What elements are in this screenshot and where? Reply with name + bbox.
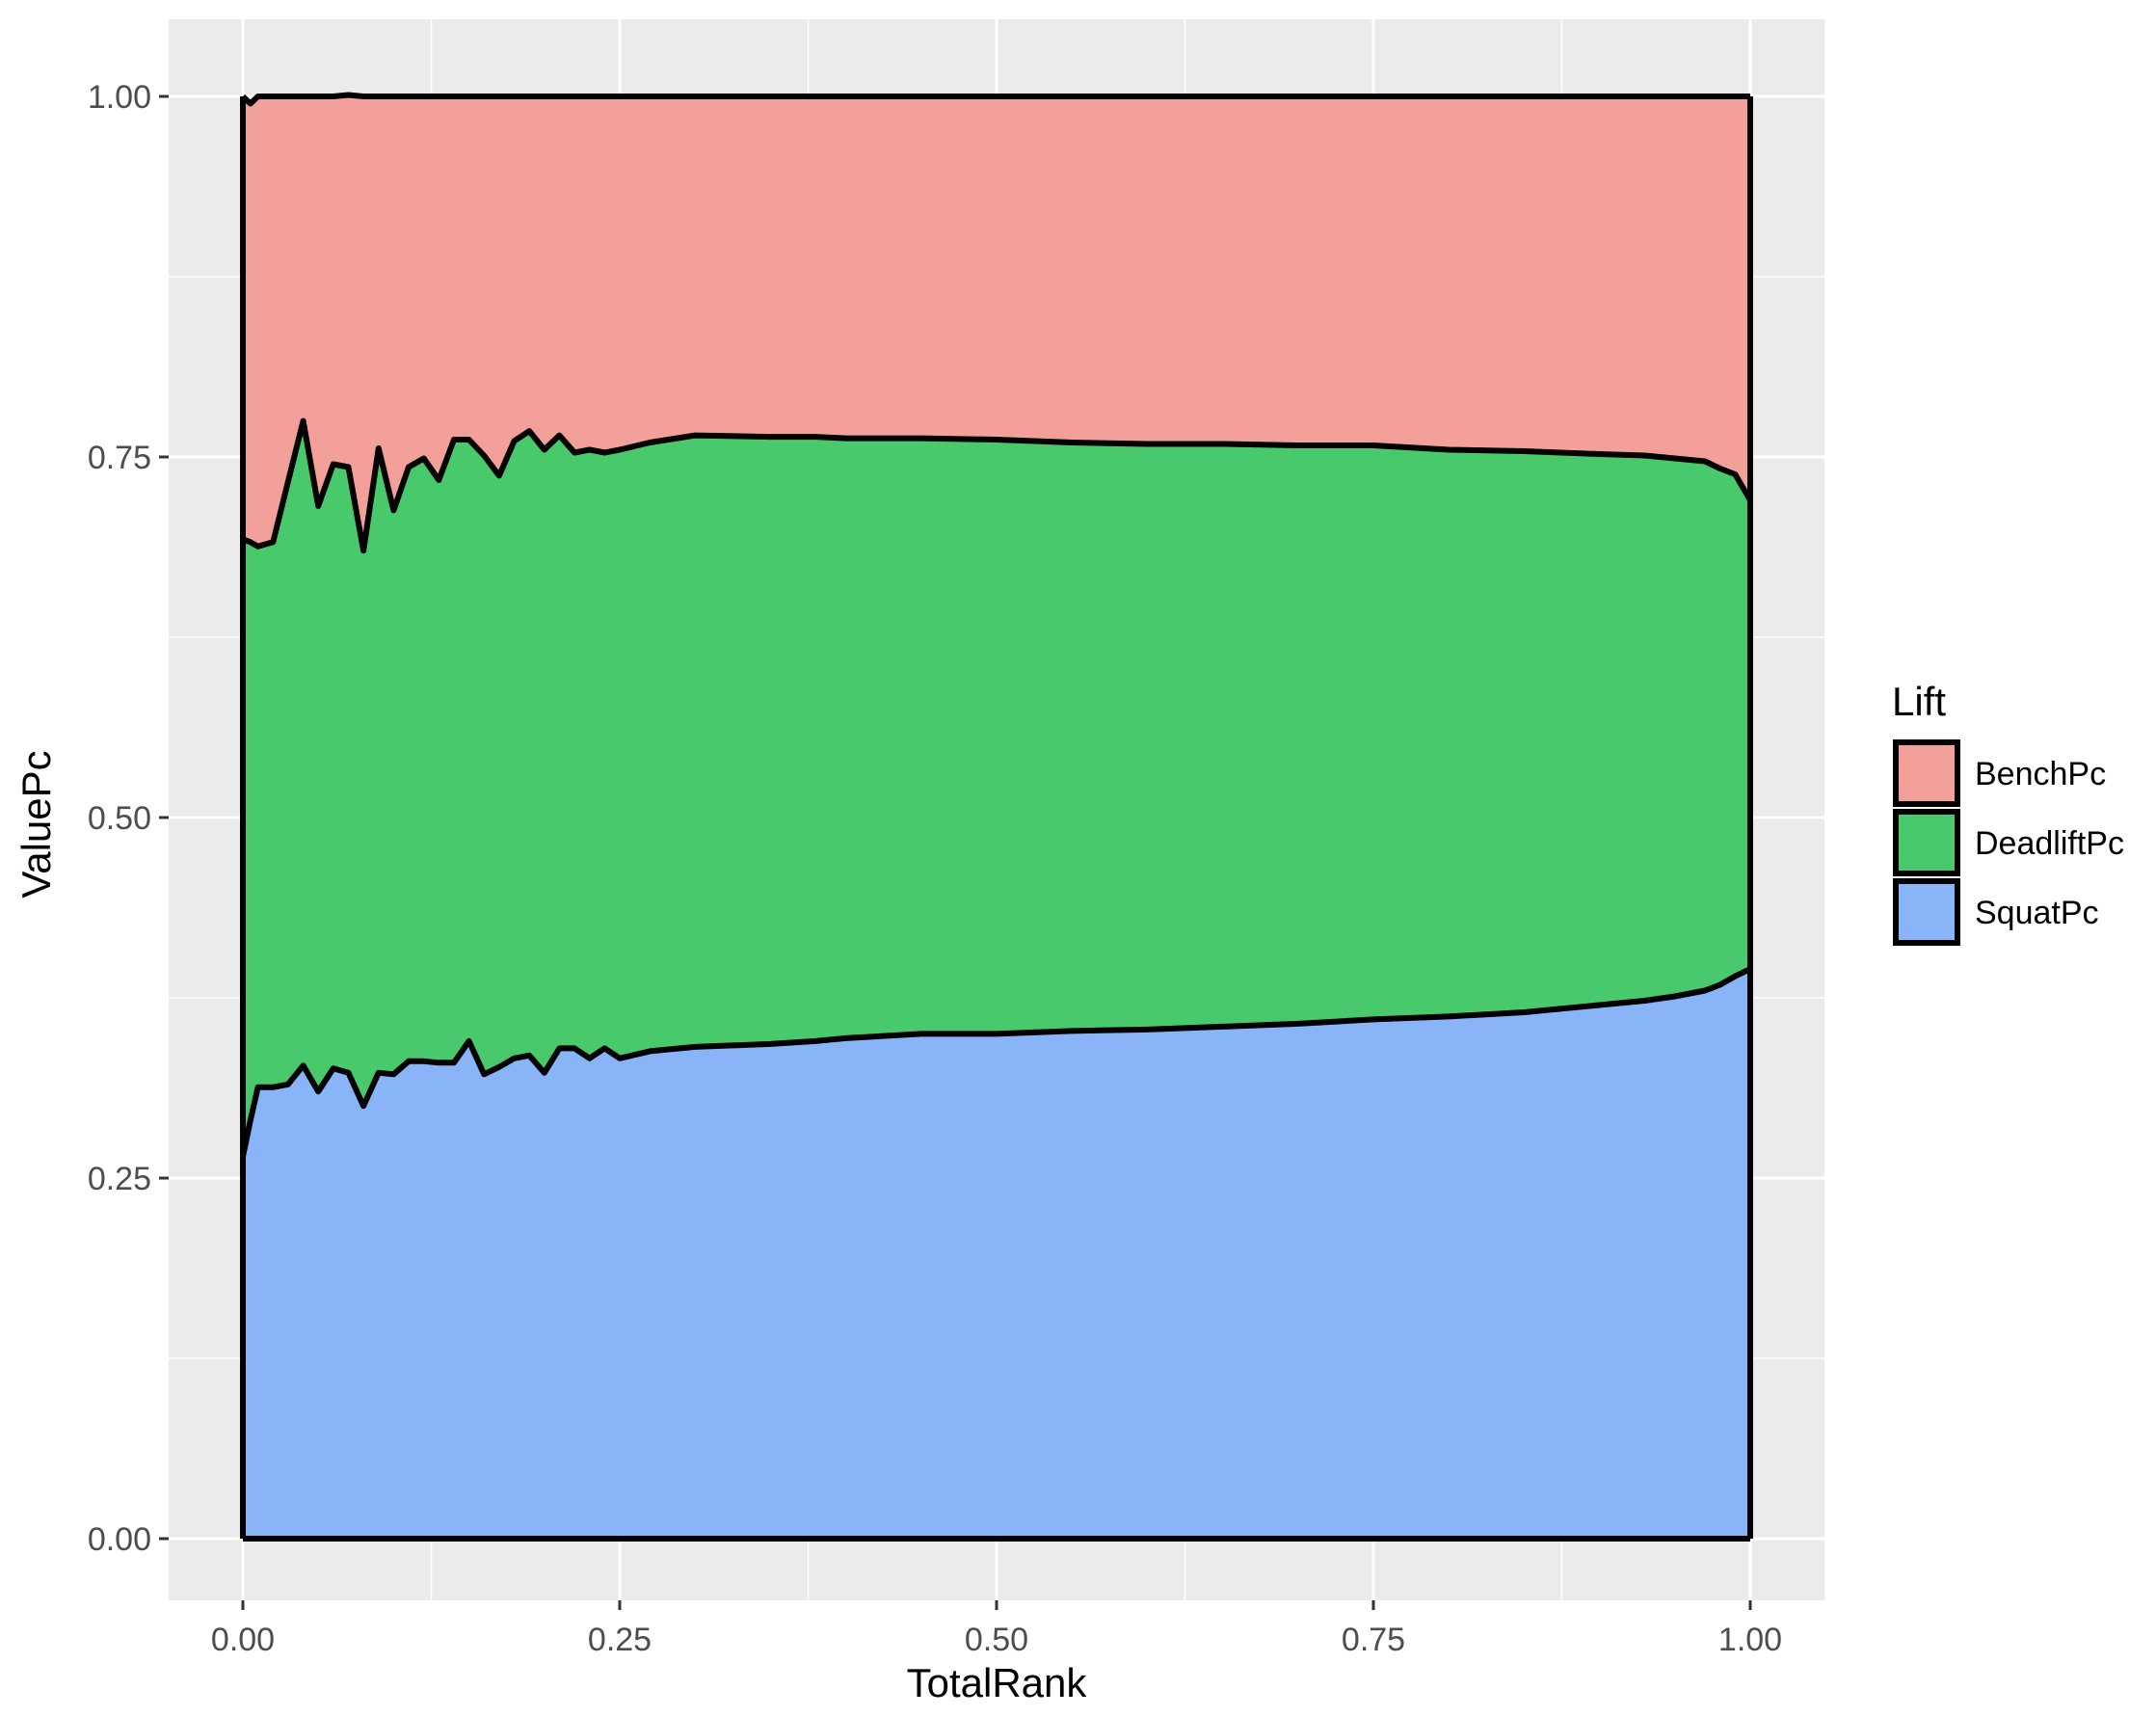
x-axis-title: TotalRank (907, 1660, 1088, 1705)
legend-label-benchpc: BenchPc (1975, 756, 2106, 792)
x-tick-label: 0.50 (965, 1622, 1028, 1658)
x-tick-label: 0.00 (211, 1622, 275, 1658)
x-tick-label: 1.00 (1718, 1622, 1782, 1658)
legend-swatch-deadliftpc (1893, 809, 1960, 876)
y-tick-label: 0.75 (88, 440, 151, 476)
x-tick-label: 0.75 (1342, 1622, 1405, 1658)
legend: Lift BenchPc DeadliftPc SquatPc (1892, 679, 2124, 946)
x-axis: 0.00 0.25 0.50 0.75 1.00 (211, 1600, 1782, 1658)
legend-title: Lift (1892, 679, 1946, 724)
area-layers (243, 94, 1750, 1539)
x-tick-label: 0.25 (588, 1622, 652, 1658)
y-axis: 0.00 0.25 0.50 0.75 1.00 (88, 79, 169, 1558)
y-axis-title: ValuePc (13, 750, 59, 898)
area-boundary-line (241, 417, 1753, 554)
area-boundary-line (240, 92, 1750, 107)
y-tick-label: 0.00 (88, 1521, 151, 1558)
area-squatpc (243, 969, 1750, 1539)
legend-swatch-squatpc (1893, 878, 1960, 946)
legend-swatch-benchpc (1893, 739, 1960, 807)
area-deadliftpc (243, 420, 1750, 1157)
area-benchpc (243, 94, 1750, 551)
area-boundary-line (240, 966, 1752, 1158)
y-tick-label: 0.25 (88, 1161, 151, 1197)
area-outlines (240, 92, 1753, 1542)
legend-label-deadliftpc: DeadliftPc (1975, 825, 2124, 862)
legend-label-squatpc: SquatPc (1975, 895, 2099, 931)
y-tick-label: 1.00 (88, 79, 151, 116)
y-tick-label: 0.50 (88, 800, 151, 837)
